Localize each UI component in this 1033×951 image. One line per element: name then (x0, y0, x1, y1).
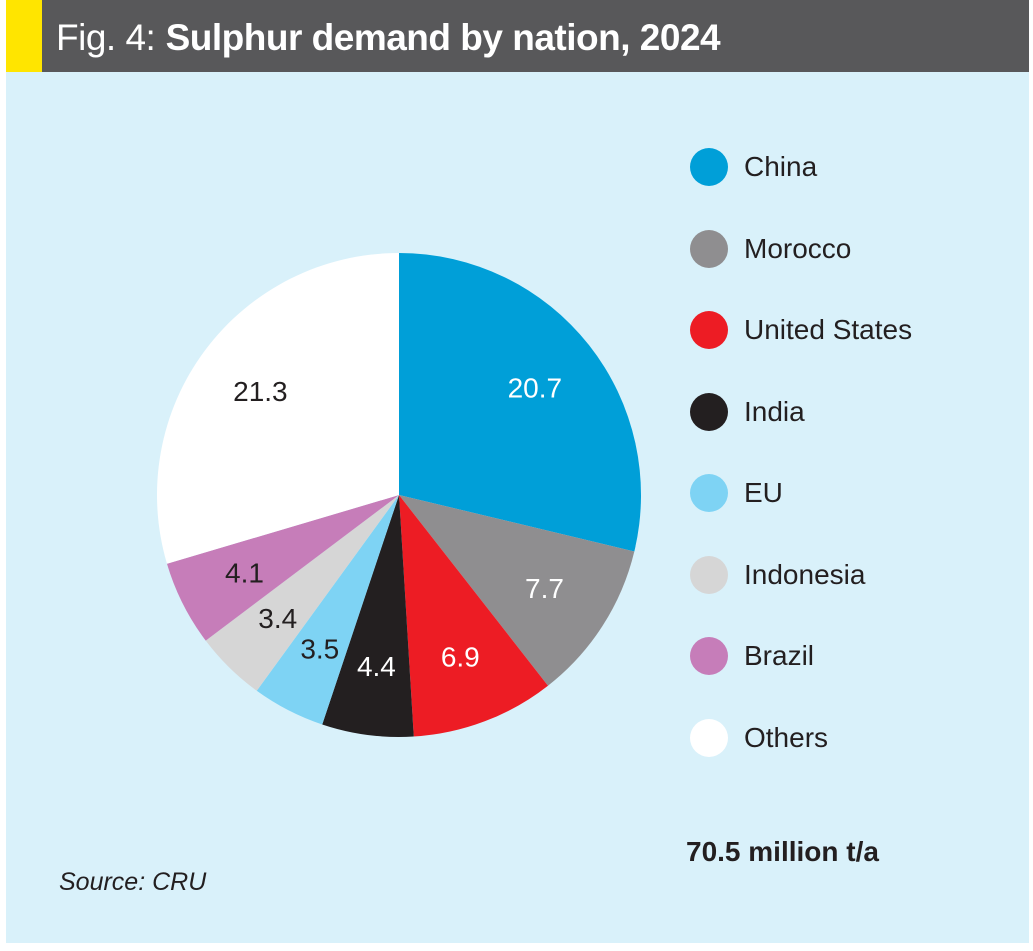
legend-item-morocco: Morocco (690, 226, 1020, 308)
legend-label: Others (744, 721, 829, 753)
pie-slice-india (322, 495, 414, 738)
pie-slice-china (399, 253, 641, 552)
header-accent-bar (6, 0, 42, 72)
chart-title: Fig. 4: Sulphur demand by nation, 2024 (56, 0, 721, 72)
pie-slice-united-states (399, 495, 548, 737)
legend-label: India (744, 395, 805, 427)
legend-label: United States (744, 314, 913, 345)
chart-legend: China Morocco United States India EU Indonesi… (690, 144, 1020, 796)
data-label-brazil: 4.1 (225, 557, 264, 588)
pie-slice-eu (256, 495, 399, 725)
legend-item-india: India (690, 389, 1020, 471)
legend-item-china: China (690, 144, 1020, 226)
legend-label: Morocco (744, 232, 852, 264)
chart-figure: Fig. 4: Sulphur demand by nation, 2024 2… (6, 0, 1029, 943)
pie-slice-morocco (399, 495, 635, 686)
legend-swatch (690, 311, 728, 349)
legend-item-others: Others (690, 715, 1020, 797)
data-label-united-states: 6.9 (441, 641, 480, 672)
legend-label: China (744, 151, 818, 182)
legend-swatch (690, 637, 728, 675)
legend-swatch (690, 392, 728, 431)
legend-swatch (690, 555, 728, 594)
figure-label: Fig. 4: (56, 17, 156, 58)
figure-header: Fig. 4: Sulphur demand by nation, 2024 (6, 0, 1029, 72)
legend-item-eu: EU (690, 470, 1020, 552)
legend-label: Brazil (744, 640, 815, 671)
data-label-india: 4.4 (357, 651, 396, 682)
figure-title: Sulphur demand by nation, 2024 (165, 17, 721, 58)
data-label-others: 21.3 (233, 376, 288, 407)
pie-slice-others (157, 253, 399, 564)
data-label-china: 20.7 (508, 372, 563, 403)
legend-label: EU (744, 477, 783, 508)
legend-swatch (690, 474, 728, 512)
source-note: Source: CRU (59, 868, 207, 896)
legend-label: Indonesia (744, 558, 866, 590)
pie-slice-brazil (166, 495, 399, 641)
data-label-morocco: 7.7 (525, 573, 564, 604)
legend-item-united-states: United States (690, 307, 1020, 389)
legend-swatch (690, 229, 728, 268)
pie-slice-indonesia (205, 495, 399, 691)
total-label: 70.5 million t/a (686, 836, 879, 867)
pie-chart: 20.7 7.7 6.9 4.4 3.53.4 4.1 21.3 (157, 253, 641, 738)
legend-swatch (690, 148, 728, 186)
data-label-indonesia: 3.4 (258, 603, 297, 634)
data-label-eu: 3.5 (300, 633, 339, 664)
legend-item-indonesia: Indonesia (690, 552, 1020, 634)
legend-swatch (690, 718, 728, 757)
legend-item-brazil: Brazil (690, 633, 1020, 715)
